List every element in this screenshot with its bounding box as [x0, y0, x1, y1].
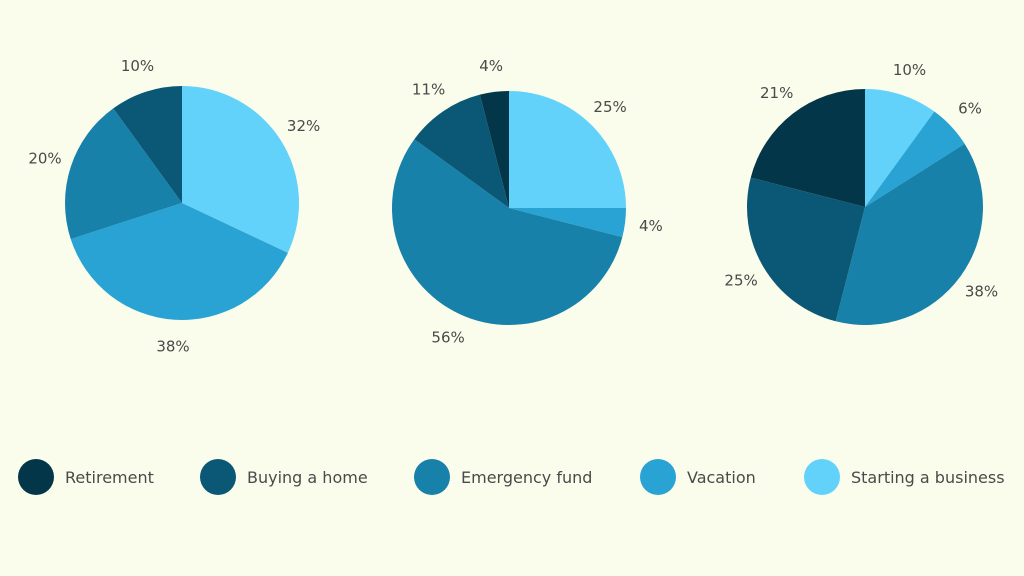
pie-2-label-starting-a-business: 25%	[593, 98, 626, 116]
pie-2-slice-buying-a-home	[414, 94, 509, 208]
legend-swatch-buying-a-home	[200, 459, 236, 495]
legend-swatch-starting-a-business	[804, 459, 840, 495]
pie-2-label-buying-a-home: 11%	[412, 81, 445, 99]
pie-2-slice-vacation	[509, 208, 626, 238]
pie-3-label-retirement: 21%	[760, 84, 793, 102]
legend-label-emergency-fund: Emergency fund	[461, 467, 593, 487]
pie-3-slice-vacation	[865, 111, 965, 207]
legend-label-buying-a-home: Buying a home	[247, 467, 368, 487]
pie-3-slice-starting-a-business	[865, 89, 935, 207]
pie-1-label-starting-a-business: 32%	[287, 117, 320, 135]
pie-2-slice-starting-a-business	[509, 91, 626, 208]
legend-swatch-retirement	[18, 459, 54, 495]
pie-2-slice-retirement	[479, 91, 509, 208]
pie-charts: 32% 38% 20% 10% 25% 4% 56% 11% 4% 10% 6% 38% 25% 21%	[28, 57, 998, 356]
pie-3-label-vacation: 6%	[958, 99, 982, 117]
pie-3-label-buying-a-home: 25%	[724, 271, 757, 289]
pie-1-label-vacation: 38%	[156, 338, 189, 356]
pie-chart-3: 10% 6% 38% 25% 21%	[724, 61, 998, 325]
legend-item-starting-a-business: Starting a business	[804, 458, 1005, 496]
pie-1-label-buying-a-home: 10%	[121, 57, 154, 75]
pie-1-slice-buying-a-home	[113, 86, 182, 203]
pie-2-label-vacation: 4%	[639, 217, 663, 235]
pie-1-slice-vacation	[70, 203, 288, 320]
legend-swatch-emergency-fund	[414, 459, 450, 495]
pie-3-slice-buying-a-home	[747, 177, 865, 322]
pie-3-label-emergency-fund: 38%	[965, 283, 998, 301]
pie-chart-2: 25% 4% 56% 11% 4%	[391, 57, 663, 346]
pie-3-label-starting-a-business: 10%	[893, 61, 926, 79]
pie-1-slice-emergency-fund	[65, 108, 182, 240]
pie-2-label-emergency-fund: 56%	[431, 328, 464, 346]
legend-label-retirement: Retirement	[65, 467, 154, 487]
legend-label-vacation: Vacation	[687, 467, 756, 487]
pie-1-label-emergency-fund: 20%	[28, 150, 61, 168]
legend-item-emergency-fund: Emergency fund	[414, 458, 592, 496]
pie-3-slice-emergency-fund	[835, 143, 983, 325]
legend-swatch-vacation	[640, 459, 676, 495]
legend: Retirement Buying a home Emergency fund …	[0, 458, 1024, 498]
pie-2-label-retirement: 4%	[479, 57, 503, 75]
pie-3-slice-retirement	[750, 89, 865, 207]
legend-item-retirement: Retirement	[18, 458, 154, 496]
legend-label-starting-a-business: Starting a business	[851, 467, 1005, 487]
pie-chart-1: 32% 38% 20% 10%	[28, 57, 320, 356]
pie-2-slice-emergency-fund	[391, 139, 623, 326]
legend-item-buying-a-home: Buying a home	[200, 458, 368, 496]
pie-1-slice-starting-a-business	[182, 86, 299, 253]
legend-item-vacation: Vacation	[640, 458, 756, 496]
